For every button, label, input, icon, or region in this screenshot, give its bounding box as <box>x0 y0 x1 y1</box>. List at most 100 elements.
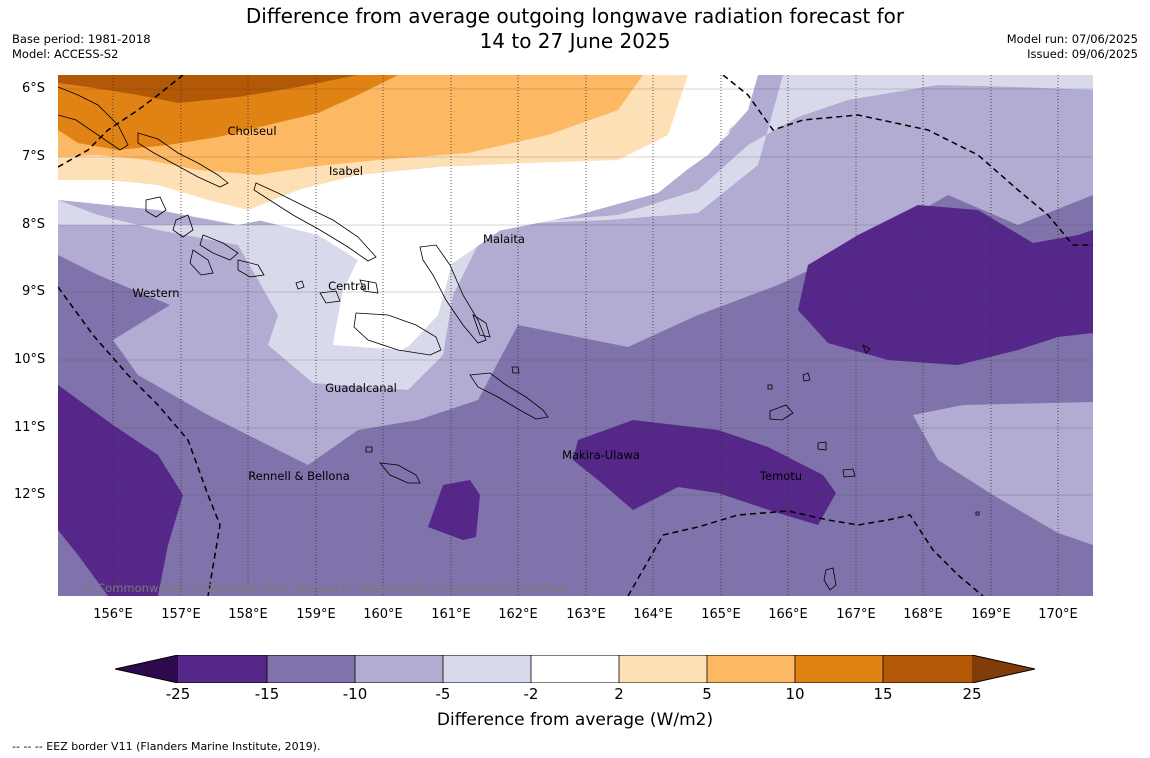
lon-label-161e: 161°E <box>431 607 471 622</box>
lon-label-162e: 162°E <box>498 607 538 622</box>
island-malaita <box>419 244 487 344</box>
island-savo <box>295 280 305 290</box>
colorbar-tick-15: 15 <box>873 685 893 703</box>
map-panel[interactable] <box>58 75 1093 596</box>
coastlines <box>58 86 980 591</box>
place-label-malaita: Malaita <box>483 232 525 246</box>
field-lt-neg15-small <box>428 480 480 540</box>
lon-label-158e: 158°E <box>228 607 268 622</box>
title-line-1: Difference from average outgoing longwav… <box>245 4 905 28</box>
place-label-rennell-bellona: Rennell & Bellona <box>248 469 350 483</box>
copyright-notice: © Commonwealth of Australia 2025, Bureau… <box>82 581 567 595</box>
colorbar-tick-neg5: -5 <box>435 685 451 703</box>
field-lt-neg15-east <box>798 205 1093 365</box>
lon-label-164e: 164°E <box>633 607 673 622</box>
lat-label-8s: 8°S <box>22 217 46 232</box>
colorbar-bin-5 <box>531 655 619 683</box>
island-isabel <box>253 182 377 262</box>
colorbar-bin-7 <box>707 655 795 683</box>
colorbar-tick-neg2: -2 <box>523 685 539 703</box>
colorbar-tick-2: 2 <box>614 685 624 703</box>
colorbar-graphic <box>114 654 1036 684</box>
island-santa-cruz-2 <box>817 441 827 451</box>
colorbar-tick-25: 25 <box>962 685 982 703</box>
colorbar-bin-9 <box>883 655 972 683</box>
colorbar-bin-6 <box>619 655 707 683</box>
island-rennell <box>379 462 421 484</box>
colorbar-tick-10: 10 <box>785 685 805 703</box>
colorbar-bin-4 <box>443 655 531 683</box>
lon-label-170e: 170°E <box>1038 607 1078 622</box>
colorbar-bin-1 <box>178 655 267 683</box>
place-label-western: Western <box>132 286 180 300</box>
colorbar-tick-5: 5 <box>702 685 712 703</box>
lon-label-156e: 156°E <box>93 607 133 622</box>
lat-label-6s: 6°S <box>22 81 46 96</box>
island-bougainville <box>58 86 129 151</box>
lon-label-163e: 163°E <box>566 607 606 622</box>
lon-label-157e: 157°E <box>161 607 201 622</box>
island-new-georgia-5 <box>237 259 265 278</box>
model-name: Model: ACCESS-S2 <box>12 47 119 61</box>
island-tikopia <box>975 511 980 516</box>
lat-label-11s: 11°S <box>14 420 46 435</box>
field-gt15 <box>58 75 358 103</box>
lon-label-167e: 167°E <box>836 607 876 622</box>
colorbar-label: Difference from average (W/m2) <box>436 710 714 730</box>
lon-label-168e: 168°E <box>903 607 943 622</box>
colorbar <box>114 654 1036 684</box>
field-lt-neg2 <box>58 75 1093 390</box>
island-makira <box>469 372 549 420</box>
meta-right: Model run: 07/06/2025 Issued: 09/06/2025 <box>1007 32 1138 62</box>
base-period: Base period: 1981-2018 <box>12 32 151 46</box>
island-small-malaita <box>472 314 491 338</box>
island-duff <box>802 372 811 382</box>
island-santa-cruz-3 <box>842 468 856 478</box>
island-vanikoro <box>823 567 837 591</box>
island-reef <box>767 384 773 390</box>
lat-label-9s: 9°S <box>22 284 46 299</box>
lon-label-166e: 166°E <box>768 607 808 622</box>
lat-label-12s: 12°S <box>14 487 46 502</box>
island-new-georgia-1 <box>145 196 167 218</box>
lat-label-7s: 7°S <box>22 149 46 164</box>
model-run: Model run: 07/06/2025 <box>1006 32 1138 46</box>
island-russell <box>359 279 379 294</box>
place-label-makira-ulawa: Makira-Ulawa <box>562 448 640 462</box>
island-guadalcanal <box>353 312 442 356</box>
colorbar-bin-2 <box>267 655 355 683</box>
colorbar-dividers <box>266 655 884 683</box>
island-santa-cruz-1 <box>769 404 794 421</box>
island-choiseul <box>137 132 229 188</box>
lon-label-169e: 169°E <box>971 607 1011 622</box>
island-florida <box>319 290 341 304</box>
colorbar-tick-neg15: -15 <box>254 685 280 703</box>
island-ulawa <box>511 366 520 374</box>
lon-label-159e: 159°E <box>296 607 336 622</box>
colorbar-bin-3 <box>355 655 443 683</box>
meta-left: Base period: 1981-2018 Model: ACCESS-S2 <box>12 32 151 62</box>
map-canvas <box>58 75 1093 596</box>
lat-label-10s: 10°S <box>14 352 46 367</box>
colorbar-bin-8 <box>795 655 883 683</box>
place-label-temotu: Temotu <box>759 469 803 483</box>
lon-label-165e: 165°E <box>701 607 741 622</box>
title-line-2: 14 to 27 June 2025 <box>479 29 671 53</box>
graticule-parallels <box>58 88 1093 496</box>
eez-border <box>58 75 1093 596</box>
colorbar-extend-min <box>115 655 178 683</box>
field-lt-neg5-east <box>913 402 1093 545</box>
place-label-central: Central <box>328 279 370 293</box>
island-anuta <box>862 344 871 354</box>
map-title: Difference from average outgoing longwav… <box>0 4 1150 54</box>
place-label-choiseul: Choiseul <box>227 124 277 138</box>
field-lt-neg15-mid <box>573 420 836 525</box>
island-bellona <box>365 446 373 453</box>
lon-label-160e: 160°E <box>363 607 403 622</box>
island-new-georgia-3 <box>199 234 239 261</box>
place-label-guadalcanal: Guadalcanal <box>325 381 397 395</box>
island-new-georgia-4 <box>189 249 214 276</box>
field-lt-neg15-west <box>58 385 183 596</box>
colorbar-extend-max <box>972 655 1035 683</box>
colorbar-tick-neg25: -25 <box>165 685 191 703</box>
